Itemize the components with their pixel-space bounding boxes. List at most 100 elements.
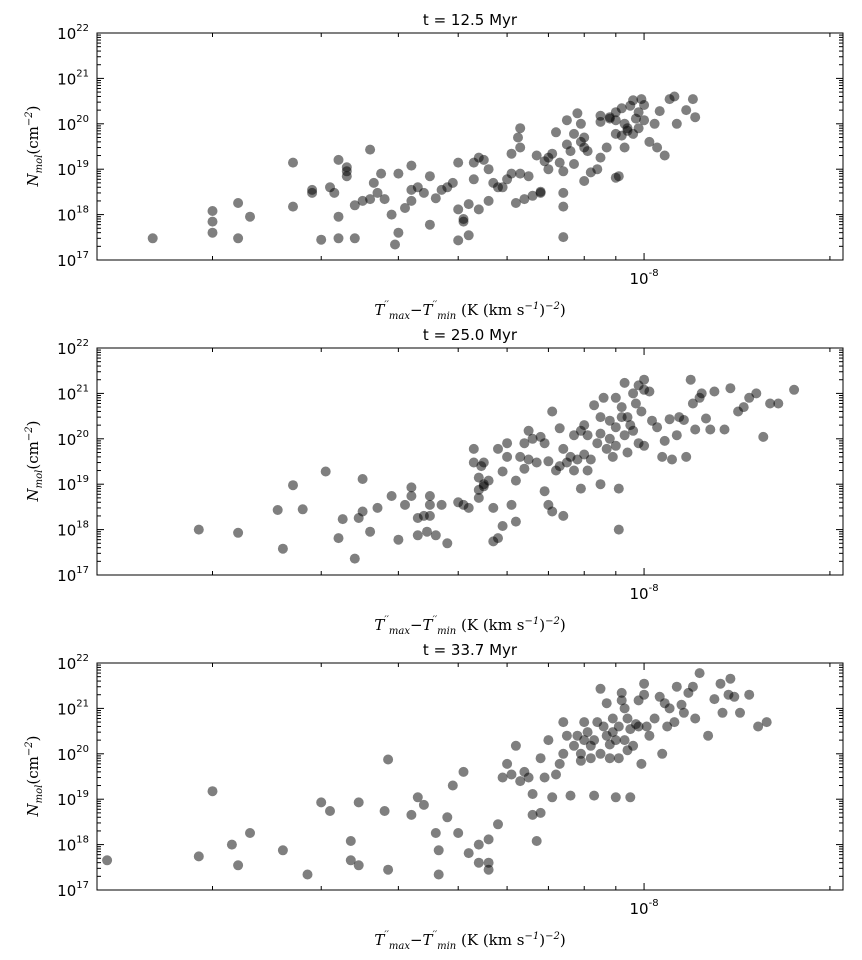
data-point — [539, 486, 550, 497]
data-point — [519, 463, 530, 474]
data-point — [349, 553, 360, 564]
data-point — [345, 836, 356, 846]
data-point — [628, 95, 639, 106]
data-point — [565, 146, 576, 157]
data-point — [616, 695, 627, 706]
y-axis-label: Nmol(cm−2) — [24, 736, 45, 818]
data-point — [725, 383, 736, 394]
data-point — [468, 457, 479, 468]
data-point — [483, 864, 494, 875]
data-point — [619, 142, 630, 153]
data-point — [436, 499, 447, 510]
data-point — [226, 839, 237, 850]
data-point — [644, 136, 655, 147]
data-point — [558, 201, 569, 212]
data-point — [430, 828, 441, 838]
data-point — [547, 792, 558, 803]
data-point — [102, 855, 113, 866]
data-point — [543, 164, 554, 175]
data-point — [333, 154, 344, 165]
data-point — [604, 433, 615, 444]
data-point — [379, 806, 390, 816]
data-point — [589, 735, 600, 746]
data-point — [497, 182, 508, 193]
y-axis-label: Nmol(cm−2) — [24, 421, 45, 503]
data-point — [515, 142, 526, 153]
panel-title: t = 25.0 Myr — [423, 326, 518, 344]
data-point — [368, 177, 379, 188]
data-point — [687, 398, 698, 409]
data-point — [696, 388, 707, 399]
data-point — [595, 412, 606, 423]
data-point — [709, 386, 720, 397]
data-point — [447, 780, 458, 791]
data-point — [751, 388, 762, 399]
data-point — [582, 727, 593, 738]
data-point — [641, 721, 652, 732]
data-point — [585, 454, 596, 465]
data-point — [453, 157, 464, 168]
data-point — [547, 406, 558, 417]
data-point — [493, 533, 503, 544]
data-point — [789, 384, 800, 395]
data-point — [667, 454, 677, 465]
data-point — [383, 754, 394, 765]
data-point — [676, 699, 687, 710]
data-point — [357, 506, 368, 517]
data-point — [657, 748, 668, 759]
data-point — [463, 230, 474, 241]
data-point — [622, 412, 633, 423]
data-point — [649, 118, 660, 129]
data-point — [386, 209, 397, 220]
data-point — [539, 438, 550, 449]
y-axis-label: Nmol(cm−2) — [24, 106, 45, 188]
data-point — [630, 398, 641, 409]
data-point — [717, 707, 728, 718]
data-point — [372, 502, 383, 513]
data-point — [575, 748, 586, 759]
panel-title: t = 12.5 Myr — [423, 11, 518, 29]
data-point — [639, 689, 650, 700]
data-point — [453, 828, 464, 838]
data-point — [579, 176, 590, 186]
data-point — [681, 451, 692, 462]
data-point — [595, 116, 606, 127]
data-point — [453, 204, 464, 215]
data-point — [659, 435, 670, 446]
data-point — [353, 860, 364, 871]
data-point — [302, 869, 313, 880]
y-axis: 1017 1018 1019 1020 1021 1022 — [57, 653, 843, 900]
data-point — [558, 717, 569, 728]
data-point — [719, 424, 730, 435]
data-point — [207, 786, 218, 797]
data-point — [690, 713, 701, 724]
data-point — [365, 144, 376, 155]
data-point — [424, 499, 435, 510]
data-point — [365, 526, 376, 537]
data-point — [652, 422, 663, 433]
data-point — [582, 465, 593, 476]
data-point — [510, 475, 521, 486]
data-point — [406, 160, 417, 171]
data-point — [207, 216, 218, 227]
data-point — [765, 398, 776, 409]
data-point — [325, 806, 335, 816]
data-point — [288, 201, 298, 212]
data-point — [523, 171, 534, 182]
data-point — [579, 735, 590, 746]
data-point — [619, 377, 630, 388]
data-point — [579, 132, 590, 143]
data-point — [644, 730, 655, 741]
data-point — [515, 776, 526, 787]
data-point — [430, 530, 441, 541]
data-point — [709, 694, 720, 705]
y-axis: 1017 1018 1019 1020 1021 1022 — [57, 23, 843, 270]
y-tick-label: 1020 — [57, 114, 89, 134]
data-point — [592, 438, 603, 449]
data-point — [613, 171, 624, 182]
data-point — [433, 869, 444, 880]
data-point — [619, 703, 630, 714]
data-point — [412, 530, 423, 541]
data-point — [738, 402, 749, 413]
